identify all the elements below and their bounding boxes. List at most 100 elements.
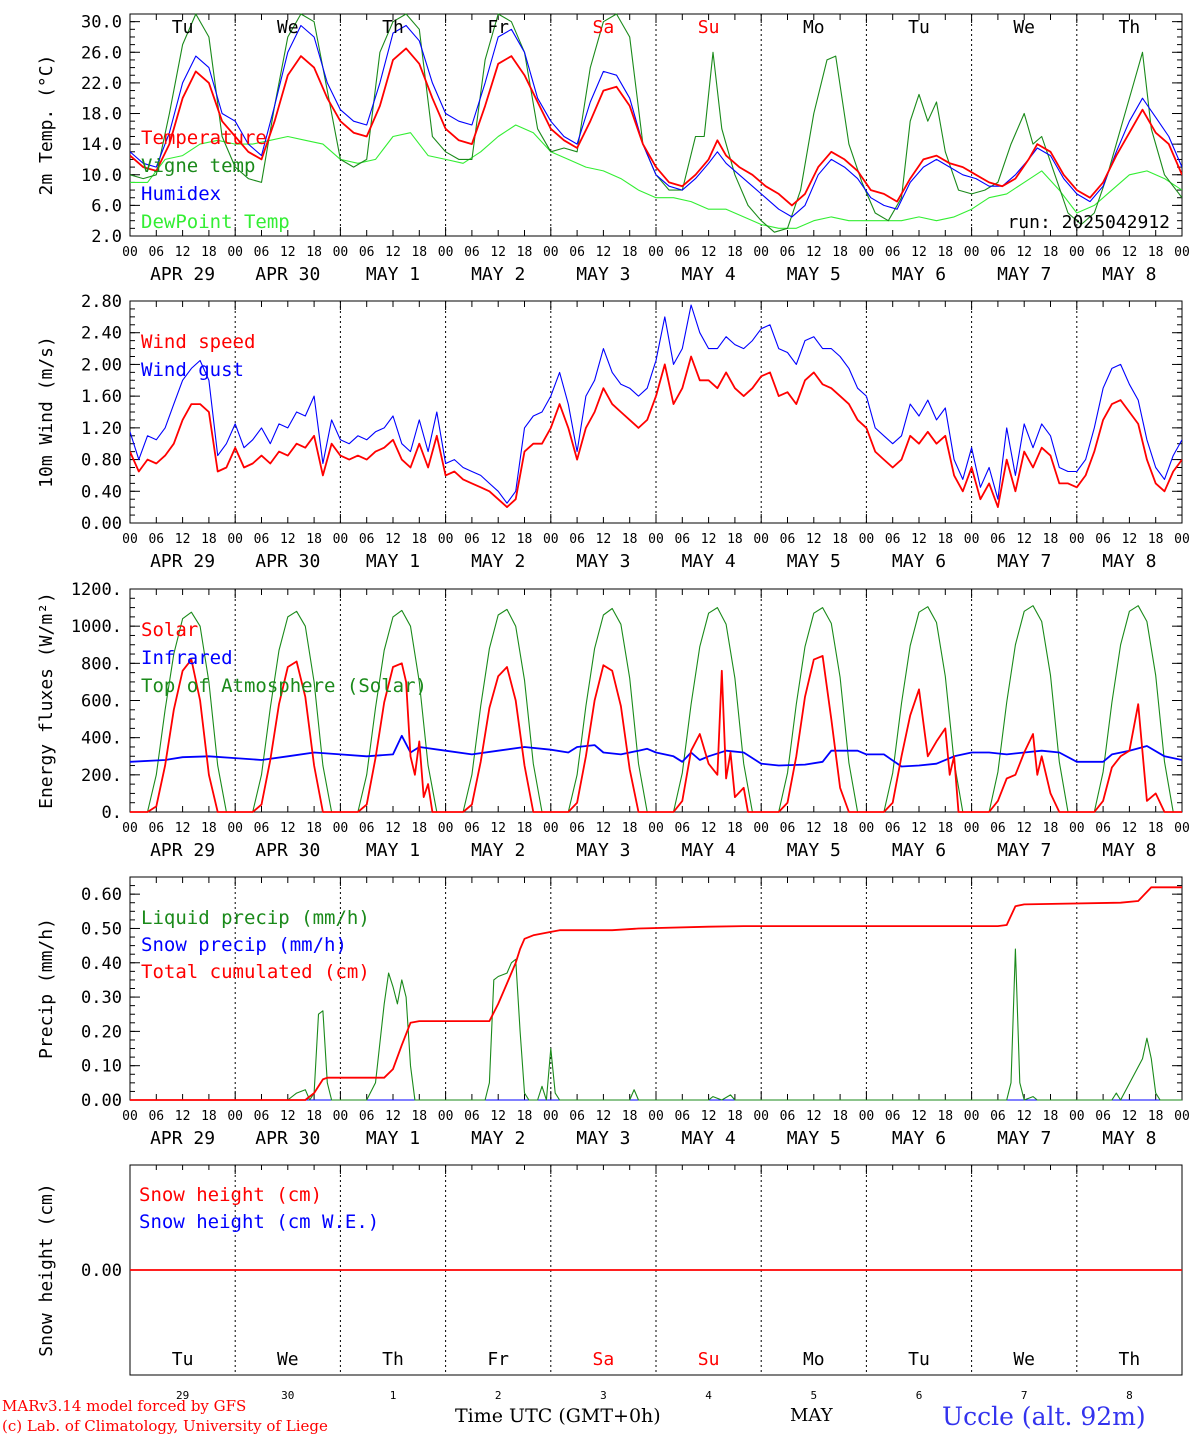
- hour-tick-label: 06: [464, 821, 480, 836]
- date-label: MAY 5: [787, 1128, 841, 1149]
- day-name-top: Mo: [803, 17, 825, 38]
- date-label: MAY 2: [471, 840, 525, 861]
- time-axis-label: Time UTC (GMT+0h): [455, 1405, 661, 1427]
- y-tick-label: 800.: [81, 654, 122, 674]
- y-tick-label: 0.00: [81, 1261, 122, 1281]
- day-name-top: Sa: [593, 17, 615, 38]
- hour-tick-label: 18: [1043, 245, 1059, 260]
- date-label: MAY 8: [1102, 264, 1156, 285]
- date-label: MAY 1: [366, 1128, 420, 1149]
- hour-tick-label: 06: [780, 1109, 796, 1124]
- hour-tick-label: 00: [859, 821, 875, 836]
- day-number: 6: [916, 1389, 923, 1402]
- hour-tick-label: 00: [1069, 821, 1085, 836]
- date-label: MAY 2: [471, 264, 525, 285]
- y-axis-label: Precip (mm/h): [36, 918, 57, 1059]
- day-name-bottom: Fr: [487, 1349, 509, 1370]
- hour-tick-label: 06: [885, 821, 901, 836]
- hour-tick-label: 00: [227, 245, 243, 260]
- hour-tick-label: 12: [911, 1109, 927, 1124]
- lab-credit: (c) Lab. of Climatology, University of L…: [2, 1417, 328, 1435]
- model-credit: MARv3.14 model forced by GFS: [2, 1397, 247, 1415]
- hour-tick-label: 06: [359, 821, 375, 836]
- series-line-dewpoint-temp: [130, 124, 1182, 229]
- hour-tick-label: 12: [385, 821, 401, 836]
- hour-tick-label: 06: [569, 532, 585, 547]
- hour-tick-label: 18: [1043, 1109, 1059, 1124]
- hour-tick-label: 18: [306, 532, 322, 547]
- hour-tick-label: 00: [438, 532, 454, 547]
- hour-tick-label: 00: [438, 245, 454, 260]
- hour-tick-label: 00: [1174, 245, 1190, 260]
- day-number: 30: [281, 1389, 294, 1402]
- y-tick-label: 1000.: [71, 617, 122, 637]
- hour-tick-label: 06: [254, 245, 270, 260]
- hour-tick-label: 12: [911, 532, 927, 547]
- hour-tick-label: 12: [280, 1109, 296, 1124]
- hour-tick-label: 00: [753, 1109, 769, 1124]
- date-label: APR 30: [255, 840, 320, 861]
- hour-tick-label: 06: [990, 245, 1006, 260]
- day-number: 5: [810, 1389, 817, 1402]
- panel-5: Tu 29 We 30 Th 1 Fr 2 Sa 3 Su 4 Mo 5 Tu 6 We 7 Th 8 0.00 Snow…: [36, 1164, 1183, 1402]
- series-group: [130, 605, 1182, 813]
- hour-tick-label: 18: [517, 532, 533, 547]
- hour-tick-label: 12: [911, 245, 927, 260]
- date-label: APR 29: [150, 1128, 215, 1149]
- day-name-top: Tu: [172, 17, 194, 38]
- day-number: 3: [600, 1389, 607, 1402]
- hour-tick-label: 00: [543, 532, 559, 547]
- y-tick-label: 2.00: [81, 355, 122, 375]
- y-tick-label: 18.0: [81, 105, 122, 125]
- date-label: MAY 8: [1102, 551, 1156, 572]
- date-label: MAY 2: [471, 551, 525, 572]
- hour-tick-label: 06: [569, 821, 585, 836]
- date-label: MAY 7: [997, 551, 1051, 572]
- hour-tick-label: 12: [911, 821, 927, 836]
- y-tick-label: 0.30: [81, 988, 122, 1008]
- panel-1: 00 06 12 18 00 06 12 18 00 06 12 18 00 06 12 18 00 06 12 18…: [36, 13, 1190, 285]
- hour-tick-label: 00: [543, 245, 559, 260]
- y-tick-label: 10.0: [81, 166, 122, 186]
- day-name-top: Th: [382, 17, 404, 38]
- hour-tick-label: 12: [175, 1109, 191, 1124]
- y-tick-label: 30.0: [81, 13, 122, 33]
- hour-tick-label: 00: [964, 245, 980, 260]
- series-line-top-of-atmosphere-solar: [130, 605, 1182, 813]
- date-label: MAY 3: [576, 551, 630, 572]
- y-tick-label: 0.40: [81, 482, 122, 502]
- hour-tick-label: 12: [701, 821, 717, 836]
- date-label: MAY 4: [682, 1128, 736, 1149]
- hour-tick-label: 06: [1095, 245, 1111, 260]
- date-label: MAY 7: [997, 264, 1051, 285]
- hour-tick-label: 18: [201, 245, 217, 260]
- date-label: MAY 5: [787, 264, 841, 285]
- hour-tick-label: 18: [517, 1109, 533, 1124]
- hour-tick-label: 00: [227, 1109, 243, 1124]
- hour-tick-label: 06: [148, 532, 164, 547]
- day-number: 7: [1021, 1389, 1028, 1402]
- y-tick-label: 1.60: [81, 387, 122, 407]
- date-label: MAY 4: [682, 840, 736, 861]
- series-line-wind-gust: [130, 304, 1182, 504]
- hour-tick-label: 00: [543, 1109, 559, 1124]
- hour-tick-label: 06: [674, 245, 690, 260]
- hour-tick-label: 00: [964, 532, 980, 547]
- hour-tick-label: 12: [596, 1109, 612, 1124]
- hour-tick-label: 00: [333, 532, 349, 547]
- hour-tick-label: 12: [280, 245, 296, 260]
- hour-tick-label: 12: [1122, 821, 1138, 836]
- legend-snow-height-cm-w-e: Snow height (cm W.E.): [139, 1211, 379, 1233]
- hour-tick-label: 18: [622, 245, 638, 260]
- y-tick-label: 1.20: [81, 419, 122, 439]
- date-label: MAY 3: [576, 264, 630, 285]
- y-tick-label: 2.0: [91, 227, 122, 247]
- day-number: 1: [390, 1389, 397, 1402]
- legend-temperature: Temperature: [141, 127, 267, 149]
- run-annotation: run: 2025042912: [1007, 212, 1170, 233]
- hour-tick-label: 12: [385, 245, 401, 260]
- hour-tick-label: 00: [753, 245, 769, 260]
- hour-tick-label: 06: [359, 245, 375, 260]
- hour-tick-label: 18: [201, 532, 217, 547]
